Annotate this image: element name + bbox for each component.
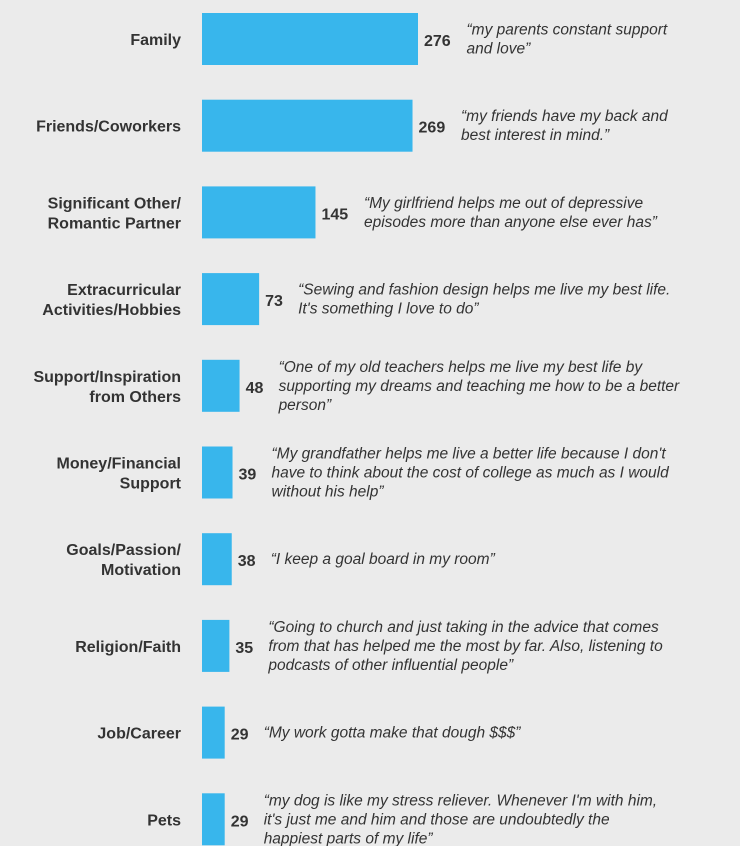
bar bbox=[202, 359, 240, 412]
bar bbox=[202, 619, 230, 672]
quote-annotation: “Going to church and just taking in the … bbox=[267, 619, 663, 674]
value-label: 35 bbox=[235, 640, 253, 657]
bars bbox=[202, 13, 418, 846]
bar bbox=[202, 446, 233, 499]
category-label: Money/Financial Support bbox=[57, 456, 182, 493]
value-label: 48 bbox=[246, 380, 264, 397]
value-label: 39 bbox=[239, 467, 257, 484]
quote-annotation: “my friends have my back and best interes… bbox=[461, 108, 669, 144]
quote-annotation: “Sewing and fashion design helps me live… bbox=[298, 282, 670, 318]
bar bbox=[202, 533, 232, 586]
bar bbox=[202, 273, 260, 326]
quote-annotation: “I keep a goal board in my room” bbox=[271, 551, 496, 568]
bar bbox=[202, 13, 418, 65]
value-label: 38 bbox=[238, 553, 256, 570]
bar bbox=[202, 99, 413, 152]
category-label: Significant Other/Romantic Partner bbox=[48, 195, 182, 232]
value-label: 29 bbox=[231, 813, 249, 830]
category-label: Job/Career bbox=[97, 726, 181, 743]
quote-annotation: “My work gotta make that dough $$$” bbox=[264, 725, 522, 742]
category-label: Goals/Passion/Motivation bbox=[66, 542, 181, 579]
value-label: 276 bbox=[424, 33, 451, 50]
value-labels: 276 269 145 73 48 39 38 35 29 29 bbox=[231, 33, 451, 830]
value-label: 269 bbox=[419, 120, 446, 137]
bar bbox=[202, 186, 316, 239]
value-label: 145 bbox=[321, 206, 348, 223]
category-label: Support/Inspiration from Others bbox=[33, 369, 181, 406]
quote-annotation: “My girlfriend helps me out of depressiv… bbox=[364, 195, 658, 231]
category-label: Pets bbox=[147, 812, 181, 829]
bar bbox=[202, 793, 225, 846]
value-label: 29 bbox=[231, 727, 249, 744]
category-label: Family bbox=[130, 32, 181, 49]
category-label: Extracurricular Activities/Hobbies bbox=[42, 282, 181, 319]
category-labels: Family Friends/Coworkers Significant Other… bbox=[33, 32, 181, 829]
category-label: Friends/Coworkers bbox=[36, 119, 181, 136]
quote-annotations: “my parents constant support and love” “my… bbox=[264, 22, 680, 846]
bar bbox=[202, 706, 225, 759]
value-label: 73 bbox=[265, 293, 283, 310]
quote-annotation: “One of my old teachers helps me live my… bbox=[278, 359, 680, 414]
quote-annotation: “my parents constant support and love” bbox=[467, 22, 668, 58]
category-label: Religion/Faith bbox=[75, 639, 181, 656]
quote-annotation: “my dog is like my stress reliever. When… bbox=[264, 792, 657, 846]
quote-annotation: “My grandfather helps me live a better l… bbox=[272, 446, 671, 501]
